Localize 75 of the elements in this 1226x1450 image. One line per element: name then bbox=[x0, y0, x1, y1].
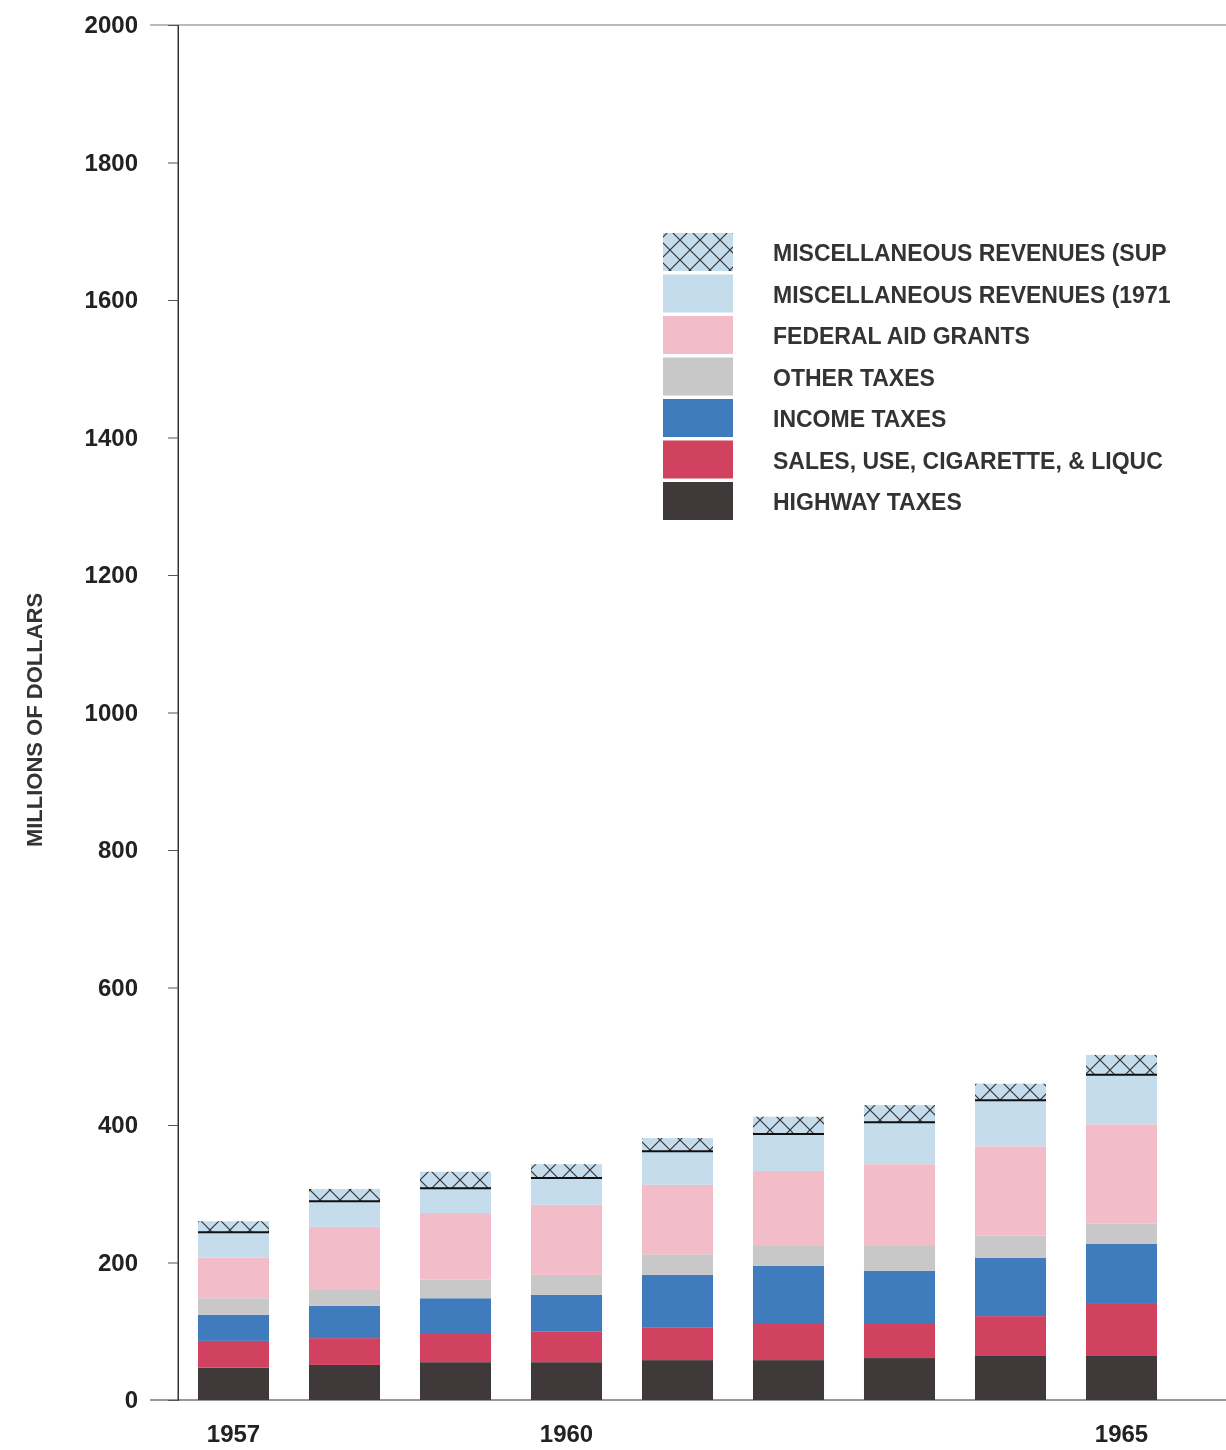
x-tick-label: 1960 bbox=[539, 1420, 594, 1447]
bar bbox=[863, 1246, 936, 1271]
bar bbox=[197, 1232, 270, 1258]
bar bbox=[419, 1279, 492, 1299]
bar bbox=[530, 1274, 603, 1295]
x-tick-label: 1965 bbox=[1094, 1420, 1149, 1447]
bar bbox=[530, 1177, 603, 1205]
bar bbox=[863, 1270, 936, 1323]
bar bbox=[197, 1298, 270, 1315]
bar bbox=[752, 1265, 825, 1323]
bar bbox=[863, 1122, 936, 1165]
legend-label: INCOME TAXES bbox=[773, 406, 947, 433]
bar bbox=[641, 1184, 714, 1255]
y-tick-label: 800 bbox=[97, 836, 138, 864]
bar bbox=[530, 1204, 603, 1275]
bar bbox=[530, 1331, 603, 1363]
y-tick-label: 400 bbox=[97, 1111, 138, 1139]
bar bbox=[197, 1314, 270, 1341]
bar bbox=[641, 1274, 714, 1328]
y-tick-label: 1600 bbox=[84, 286, 138, 314]
bar bbox=[1085, 1054, 1158, 1075]
legend-label: OTHER TAXES bbox=[773, 364, 935, 391]
bar bbox=[419, 1171, 492, 1189]
bar bbox=[419, 1188, 492, 1213]
y-tick-label: 1800 bbox=[84, 148, 138, 176]
bar bbox=[863, 1323, 936, 1359]
bar bbox=[419, 1334, 492, 1363]
y-tick-label: 1000 bbox=[84, 698, 138, 726]
y-tick-label: 600 bbox=[97, 973, 138, 1001]
bar bbox=[752, 1246, 825, 1266]
bar bbox=[308, 1338, 381, 1365]
bar bbox=[752, 1133, 825, 1172]
legend-label: FEDERAL AID GRANTS bbox=[773, 323, 1030, 350]
bar bbox=[974, 1257, 1047, 1317]
bar bbox=[308, 1226, 381, 1290]
bar bbox=[641, 1138, 714, 1152]
bar bbox=[1085, 1243, 1158, 1304]
bar bbox=[974, 1146, 1047, 1236]
bar bbox=[197, 1221, 270, 1233]
bar bbox=[530, 1294, 603, 1332]
bar bbox=[1085, 1303, 1158, 1356]
bar bbox=[419, 1298, 492, 1334]
bar bbox=[641, 1254, 714, 1275]
bar bbox=[308, 1305, 381, 1339]
bar bbox=[641, 1151, 714, 1185]
bar bbox=[419, 1213, 492, 1280]
bar bbox=[530, 1164, 603, 1178]
y-tick-label: 200 bbox=[97, 1248, 138, 1276]
y-tick-label: 0 bbox=[124, 1386, 138, 1414]
legend-label: MISCELLANEOUS REVENUES (1971 bbox=[773, 281, 1171, 308]
bar bbox=[752, 1171, 825, 1246]
x-tick-label: 1957 bbox=[206, 1420, 261, 1447]
bar bbox=[974, 1235, 1047, 1258]
bar bbox=[641, 1327, 714, 1361]
bar bbox=[1085, 1223, 1158, 1244]
bar bbox=[1085, 1124, 1158, 1224]
bar bbox=[974, 1100, 1047, 1147]
bar bbox=[863, 1105, 936, 1123]
bar bbox=[974, 1316, 1047, 1356]
bar bbox=[974, 1083, 1047, 1101]
bar bbox=[308, 1201, 381, 1227]
bar bbox=[752, 1116, 825, 1134]
bar bbox=[752, 1323, 825, 1361]
y-tick-label: 1400 bbox=[84, 423, 138, 451]
legend-label: HIGHWAY TAXES bbox=[773, 489, 962, 516]
bar bbox=[197, 1340, 270, 1368]
bar bbox=[308, 1290, 381, 1306]
legend-label: SALES, USE, CIGARETTE, & LIQUC bbox=[773, 447, 1163, 474]
y-axis-title: MILLIONS OF DOLLARS bbox=[22, 592, 47, 848]
bar bbox=[197, 1257, 270, 1299]
y-tick-label: 2000 bbox=[84, 11, 138, 39]
bar bbox=[1085, 1074, 1158, 1125]
legend-label: MISCELLANEOUS REVENUES (SUP bbox=[773, 240, 1167, 267]
bar bbox=[863, 1164, 936, 1246]
y-tick-label: 1200 bbox=[84, 561, 138, 589]
